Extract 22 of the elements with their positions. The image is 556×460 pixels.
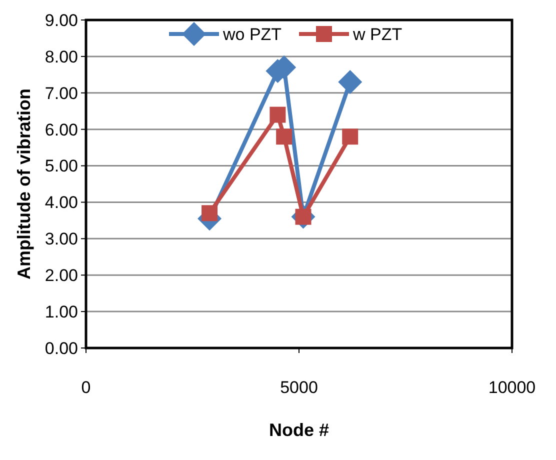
legend-label: w PZT bbox=[352, 24, 402, 44]
legend-label: wo PZT bbox=[222, 24, 282, 44]
x-axis-title: Node # bbox=[268, 420, 330, 440]
y-tick-label: 4.00 bbox=[44, 193, 78, 212]
y-axis-title: Amplitude of vibration bbox=[14, 88, 34, 280]
y-tick-label: 8.00 bbox=[44, 47, 78, 66]
y-tick-label: 0.00 bbox=[44, 338, 78, 358]
y-tick-label: 6.00 bbox=[44, 120, 78, 140]
y-tick-label: 9.00 bbox=[44, 10, 78, 30]
x-tick-label: 10000 bbox=[488, 378, 536, 397]
point bbox=[202, 205, 218, 222]
point bbox=[342, 128, 358, 145]
y-tick-label: 3.00 bbox=[44, 230, 78, 249]
y-tick-label: 5.00 bbox=[44, 156, 78, 176]
y-tick-label: 7.00 bbox=[44, 84, 78, 103]
x-tick-label: 5000 bbox=[280, 378, 318, 397]
y-tick-label: 1.00 bbox=[44, 302, 78, 322]
point bbox=[276, 128, 292, 145]
x-tick-label: 0 bbox=[81, 378, 91, 397]
y-tick-label: 2.00 bbox=[44, 266, 78, 286]
point bbox=[338, 70, 362, 94]
point bbox=[270, 106, 286, 123]
